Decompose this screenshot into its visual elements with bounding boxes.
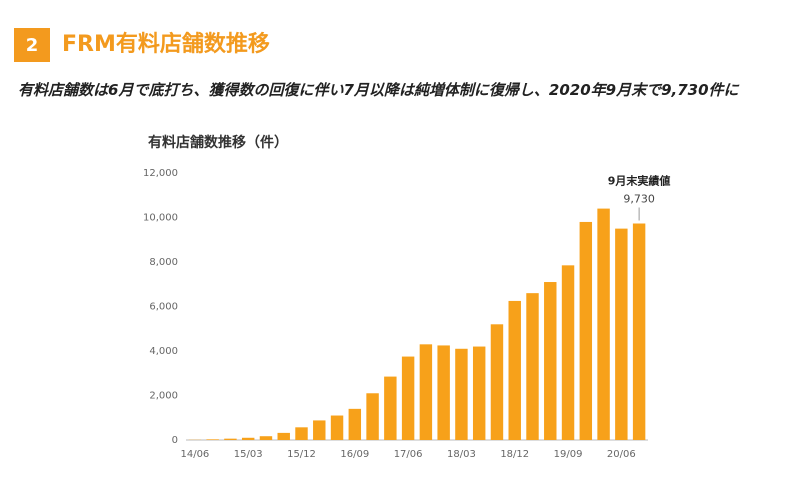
y-tick-label: 8,000 bbox=[149, 257, 178, 268]
y-tick-label: 6,000 bbox=[149, 302, 178, 313]
x-tick-label: 17/06 bbox=[394, 449, 423, 460]
bar bbox=[615, 228, 628, 440]
bar bbox=[419, 344, 433, 440]
x-tick-label: 15/03 bbox=[234, 449, 263, 460]
x-tick-label: 18/03 bbox=[447, 449, 476, 460]
bar bbox=[544, 282, 557, 440]
bar bbox=[348, 408, 362, 440]
x-tick-label: 16/09 bbox=[340, 449, 369, 460]
bar bbox=[277, 432, 290, 440]
bar bbox=[455, 348, 468, 440]
bar bbox=[313, 420, 326, 440]
bar bbox=[259, 436, 273, 440]
bar bbox=[561, 265, 575, 440]
bar bbox=[632, 223, 646, 440]
section-number: 2 bbox=[14, 28, 50, 62]
x-tick-label: 18/12 bbox=[500, 449, 529, 460]
bar bbox=[206, 439, 219, 440]
bar bbox=[437, 345, 450, 440]
y-tick-label: 4,000 bbox=[149, 346, 178, 357]
y-tick-label: 2,000 bbox=[149, 391, 178, 402]
x-tick-label: 14/06 bbox=[180, 449, 209, 460]
bar bbox=[241, 437, 255, 440]
bar bbox=[401, 356, 415, 440]
value-label: 9,730 bbox=[623, 193, 655, 206]
y-tick-label: 0 bbox=[172, 435, 178, 446]
bar bbox=[508, 300, 521, 440]
bar bbox=[330, 415, 344, 440]
bar bbox=[224, 438, 237, 440]
bar bbox=[366, 393, 379, 440]
bar bbox=[384, 376, 397, 440]
x-tick-label: 20/06 bbox=[607, 449, 636, 460]
y-tick-label: 10,000 bbox=[143, 213, 178, 224]
bar bbox=[295, 427, 308, 440]
bar bbox=[597, 208, 610, 440]
bar bbox=[579, 221, 593, 440]
x-tick-label: 19/09 bbox=[554, 449, 583, 460]
bar bbox=[472, 346, 486, 440]
subtitle: 有料店舗数は6月で底打ち、獲得数の回復に伴い7月以降は純増体制に復帰し、2020… bbox=[18, 81, 739, 99]
annotation: 9月末実績値 bbox=[608, 174, 671, 188]
chart-title: 有料店舗数推移（件） bbox=[148, 134, 288, 151]
bar bbox=[490, 324, 504, 440]
x-tick-label: 15/12 bbox=[287, 449, 316, 460]
page-title: FRM有料店舗数推移 bbox=[62, 32, 270, 57]
y-tick-label: 12,000 bbox=[143, 168, 178, 179]
bar bbox=[526, 293, 539, 440]
